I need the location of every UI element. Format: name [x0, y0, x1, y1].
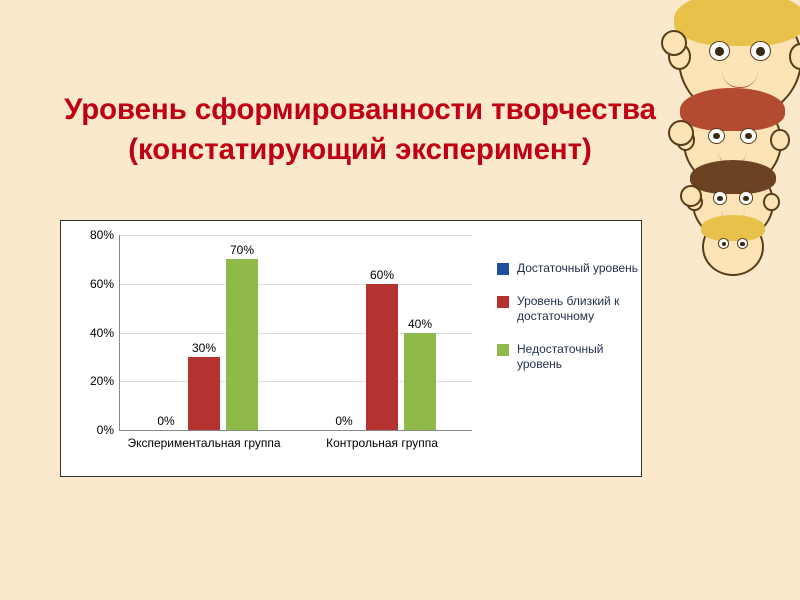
legend-item: Достаточный уровень	[497, 261, 641, 276]
legend-label: Недостаточный уровень	[517, 342, 641, 372]
legend-label: Уровень близкий к достаточному	[517, 294, 641, 324]
bar: 30%	[188, 357, 220, 430]
bar-value-label: 40%	[408, 317, 432, 333]
legend-swatch	[497, 344, 509, 356]
bar-value-label: 60%	[370, 268, 394, 284]
legend-label: Достаточный уровень	[517, 261, 638, 276]
y-axis-tick: 60%	[90, 277, 120, 291]
bar-value-label: 30%	[192, 341, 216, 357]
chart-legend: Достаточный уровень Уровень близкий к дос…	[497, 261, 641, 390]
slide-page: Уровень сформированности творчества (кон…	[0, 0, 800, 600]
x-axis-category-label: Контрольная группа	[326, 430, 438, 450]
title-line-1: Уровень сформированности творчества	[64, 93, 656, 126]
legend-swatch	[497, 296, 509, 308]
gridline	[120, 284, 472, 285]
y-axis-tick: 80%	[90, 228, 120, 242]
bar-value-label: 0%	[335, 414, 352, 430]
bar: 40%	[404, 333, 436, 431]
y-axis-tick: 0%	[97, 423, 120, 437]
y-axis-tick: 40%	[90, 326, 120, 340]
y-axis-tick: 20%	[90, 374, 120, 388]
bar: 60%	[366, 284, 398, 430]
chart-container: 0%20%40%60%80%0%30%70%Экспериментальная …	[60, 220, 642, 477]
legend-item: Уровень близкий к достаточному	[497, 294, 641, 324]
legend-swatch	[497, 263, 509, 275]
title-line-2: (констатирующий эксперимент)	[128, 133, 592, 166]
slide-title: Уровень сформированности творчества (кон…	[60, 90, 660, 169]
legend-item: Недостаточный уровень	[497, 342, 641, 372]
bar: 70%	[226, 259, 258, 430]
bar-value-label: 0%	[157, 414, 174, 430]
x-axis-category-label: Экспериментальная группа	[127, 430, 280, 450]
decorative-children-illustration	[612, 0, 782, 250]
gridline	[120, 235, 472, 236]
bar-value-label: 70%	[230, 243, 254, 259]
chart-plot-area: 0%20%40%60%80%0%30%70%Экспериментальная …	[119, 235, 472, 431]
